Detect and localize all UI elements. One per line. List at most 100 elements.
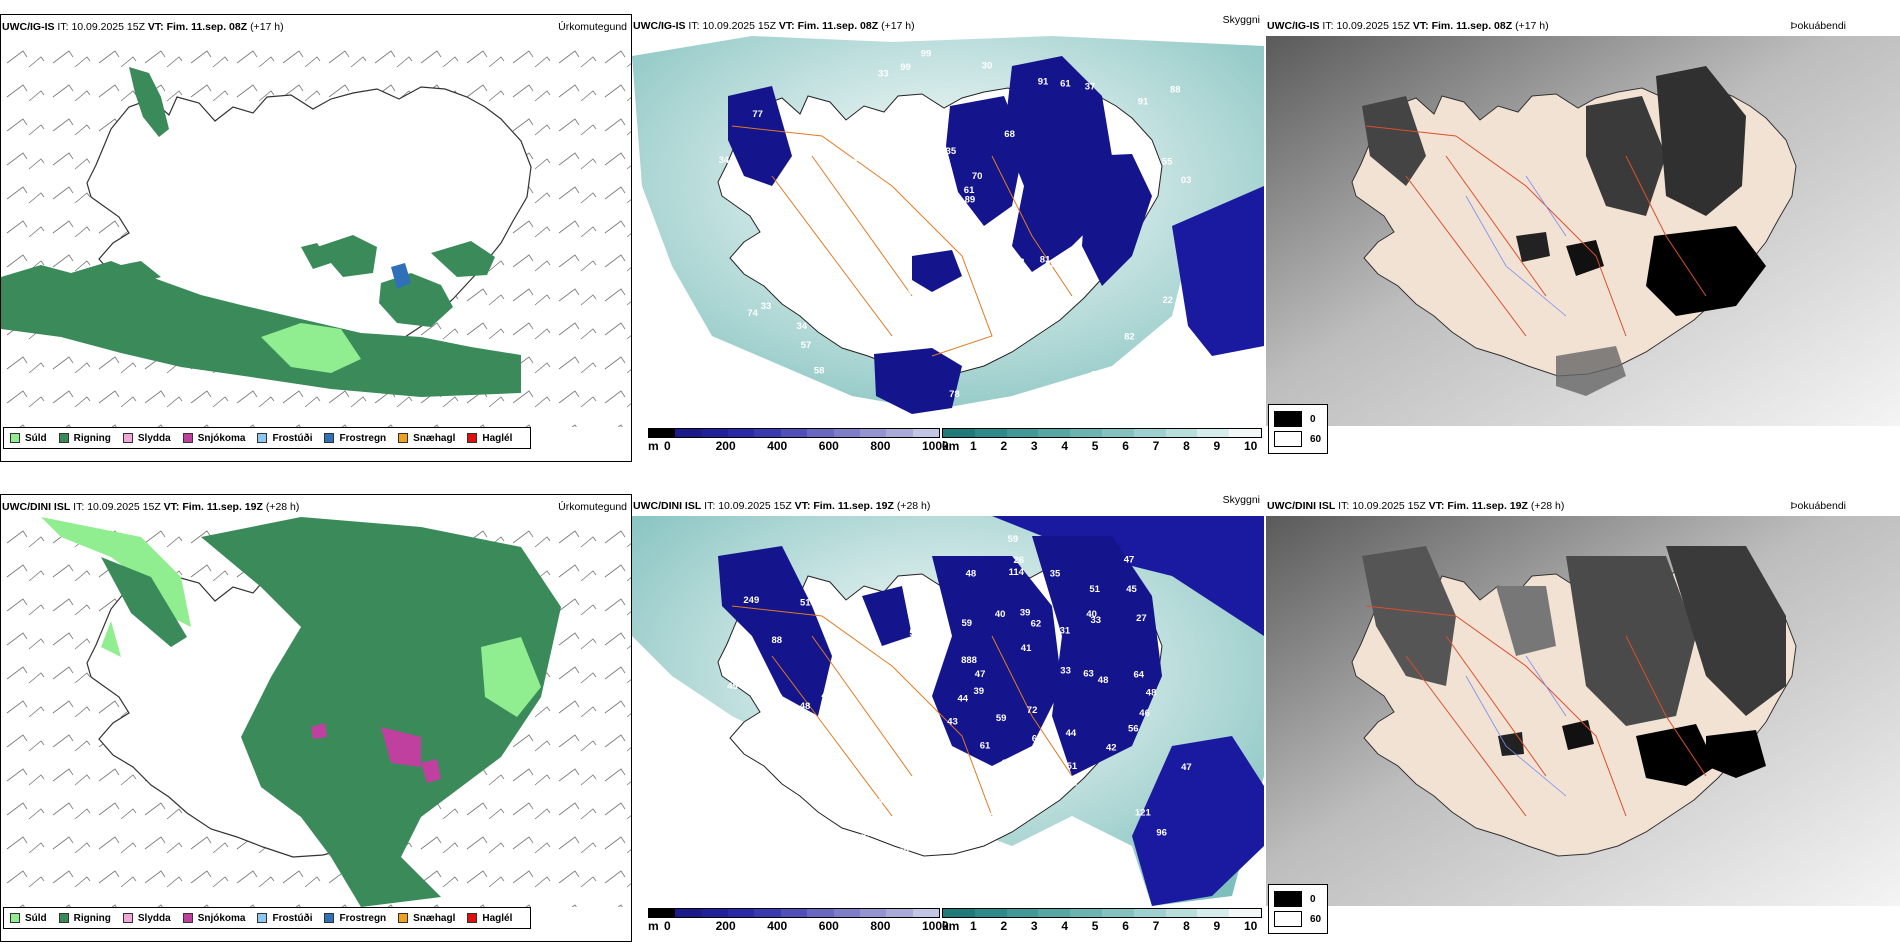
it-value: 10.09.2025 15Z [71,21,145,33]
visibility-label: 48 [894,578,905,589]
visibility-label: 108 [1009,257,1025,268]
colorbar-tick-label: 2 [1000,439,1008,453]
panel-header: UWC/IG-IS IT: 10.09.2025 15Z VT: Fim. 11… [2,21,627,35]
colorbar-cell [943,909,975,917]
colorbar-cell [943,429,975,437]
colorbar-tick-label: 5 [1091,919,1099,933]
it-value: 10.09.2025 15Z [718,500,792,512]
panel-title: Þokuábendi [1790,20,1846,32]
colorbar-tick-label: 800 [870,919,891,933]
panel-title: Skyggni [1222,14,1260,26]
legend-swatch [58,433,69,443]
panel-header: UWC/DINI ISL IT: 10.09.2025 15Z VT: Fim.… [2,501,627,515]
visibility-label: 38 [789,722,800,733]
panel-title: Þokuábendi [1790,500,1846,512]
legend-label: Haglél [482,432,513,444]
visibility-label: 73 [768,394,779,405]
visibility-label: 48 [966,568,977,579]
colorbar-tick-label: 200 [715,919,736,933]
fog-map [1266,36,1900,426]
visibility-label: 58 [813,113,824,124]
height-colorbar: m 0 200 400 600 800 1000 [648,428,949,462]
fog-legend-row: 60 [1274,431,1321,447]
visibility-label: 43 [1082,846,1093,857]
legend-item: Slydda [122,433,171,444]
colorbar-cell [1101,909,1134,917]
visibility-label: 41 [1021,643,1032,654]
visibility-label: 82 [816,299,827,310]
visibility-label: 28 [897,832,908,843]
it-value: 10.09.2025 15Z [702,20,776,32]
visibility-label: 60 [901,289,912,300]
colorbar-tick-label: 10 [1244,919,1258,933]
legend-label: Rigning [73,432,111,444]
legend-swatch [324,913,335,923]
colorbar-cell [912,429,939,437]
vt-label: VT: [147,21,164,33]
visibility-label: 22 [1067,778,1078,789]
legend-label: Súld [25,432,47,444]
fog-legend-label: 60 [1310,433,1322,445]
visibility-label: 10 [790,168,801,179]
model-name: UWC/IG-IS [1267,20,1320,32]
model-name: UWC/DINI ISL [2,501,71,513]
panel-title: Úrkomutegund [558,21,627,33]
colorbar-cell [1229,909,1261,917]
visibility-label: 26 [1014,555,1025,566]
precip-map [1,37,631,427]
lead-time: (+17 h) [881,20,915,32]
visibility-label: 44 [958,694,969,705]
visibility-label: 58 [861,828,872,839]
visibility-label: 78 [949,389,960,400]
colorbar-tick-label: 1000 [922,439,949,453]
fog-legend: 0 60 [1268,884,1328,934]
legend-swatch [58,913,69,923]
visibility-label: 50 [902,649,913,660]
precip-legend: Súld Rigning Slydda Snjókoma Frostúði Frostre… [3,427,532,449]
colorbar-cell [649,429,676,437]
visibility-label: 48 [875,763,886,774]
visibility-label: 51 [1067,761,1078,772]
legend-swatch [182,433,193,443]
precip-map [1,517,631,907]
legend-swatch [324,433,335,443]
precip-panel-row2: UWC/DINI ISL IT: 10.09.2025 15Z VT: Fim.… [0,494,632,942]
legend-label: Frostregn [339,912,387,924]
visibility-label: 79 [900,184,911,195]
visibility-label: 158 [791,821,807,832]
visibility-label: 58 [814,365,825,376]
fog-legend-row: 0 [1274,411,1316,427]
colorbar-cell [859,429,887,437]
colorbar-cell [974,429,1007,437]
visibility-label: 75 [1045,259,1056,270]
legend-item: Snæhagl [398,913,455,924]
visibility-colorbar-strip [942,908,1262,918]
lead-time: (+28 h) [1530,500,1565,512]
colorbar-tick-label: 8 [1183,439,1190,453]
colorbar-cell [1006,909,1039,917]
visibility-label: 02 [854,153,865,164]
legend-item: Rigning [58,913,111,924]
visibility-label: 40 [1086,609,1097,620]
height-colorbar-strip [648,428,940,438]
visibility-label: 78 [1085,841,1096,852]
visibility-label: 47 [975,669,986,680]
visibility-label: 91 [1038,77,1049,88]
fog-legend-swatch [1274,431,1302,447]
colorbar-tick-label: 0 [664,439,671,453]
vt-label: VT: [778,20,795,32]
fog-legend-swatch [1274,911,1302,927]
vt-label: VT: [163,501,180,513]
visibility-label: 61 [964,185,975,196]
visibility-label: 84 [1130,370,1141,381]
colorbar-tick-label: 3 [1030,919,1038,933]
visibility-label: 68 [1004,129,1015,140]
colorbar-tick-label: 400 [767,919,788,933]
legend-item: Súld [10,433,47,444]
it-label: IT: [57,21,69,33]
visibility-label: 45 [821,690,832,701]
colorbar-cell [807,429,834,437]
legend-label: Frostregn [339,432,387,444]
visibility-colorbar: km 1 2 3 4 5 6 7 8 9 10 [942,428,1262,462]
lead-time: (+17 h) [250,21,284,33]
